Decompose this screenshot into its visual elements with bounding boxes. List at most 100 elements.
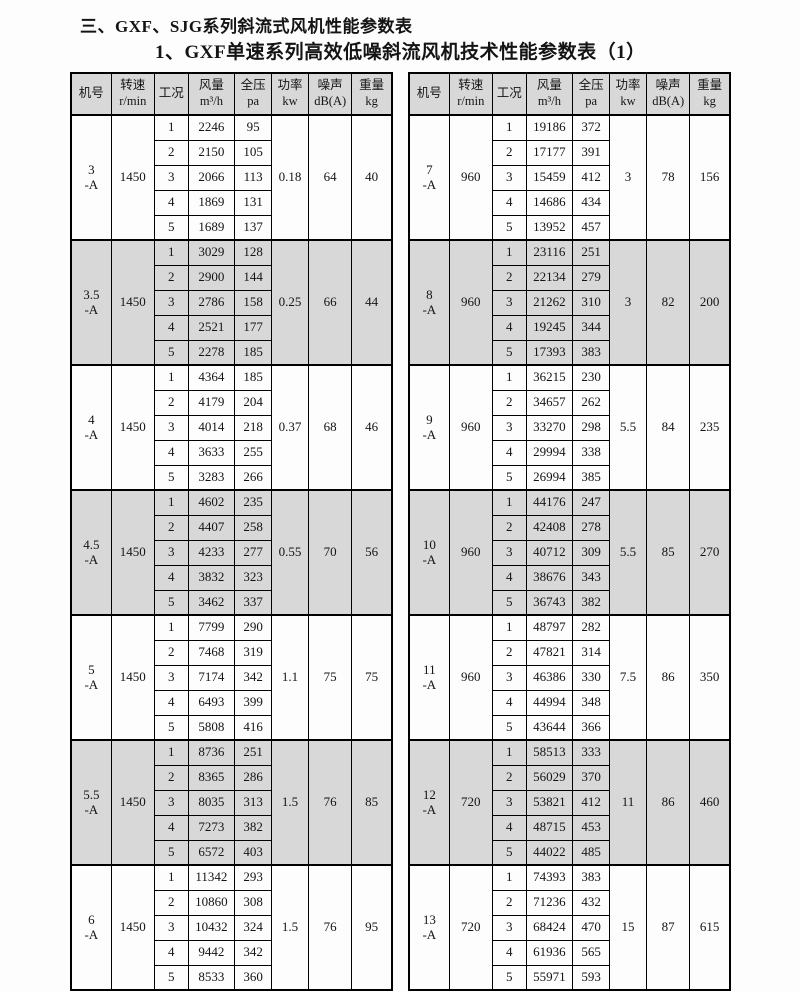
pressure-cell: 324 [234,914,273,941]
table-row: 5 1689 137 [71,214,392,241]
airflow-cell: 48797 [525,614,574,641]
airflow-cell: 47821 [525,639,574,666]
power-cell: 0.37 [271,364,309,491]
airflow-cell: 58513 [525,739,574,766]
pressure-cell: 279 [572,264,611,291]
machine-number-cell: 7 -A [408,114,450,241]
airflow-cell: 4364 [187,364,236,391]
airflow-cell: 3029 [187,239,236,266]
table-row: 4 19245 344 [409,314,730,341]
noise-cell: 84 [645,364,691,491]
machine-number-cell: 3.5 -A [70,239,112,366]
weight-cell: 200 [689,239,731,366]
speed-cell: 960 [448,614,493,741]
noise-cell: 85 [645,489,691,616]
pressure-cell: 113 [234,164,273,191]
pressure-cell: 385 [572,464,611,491]
airflow-cell: 6572 [187,839,236,866]
airflow-cell: 71236 [525,889,574,916]
table-row: 4 3832 323 [71,564,392,591]
airflow-cell: 2521 [187,314,236,341]
pressure-cell: 372 [572,114,611,141]
condition-cell: 5 [153,214,189,241]
machine-number-cell: 9 -A [408,364,450,491]
condition-cell: 1 [153,114,189,141]
condition-cell: 1 [491,614,527,641]
noise-cell: 66 [307,239,353,366]
pressure-cell: 262 [572,389,611,416]
pressure-cell: 235 [234,489,273,516]
pressure-cell: 255 [234,439,273,466]
table-row: 2 7468 319 [71,639,392,666]
table-row: 3 4233 277 [71,539,392,566]
table-row: 3.5 -A 1450 1 3029 128 0.25 66 44 [70,239,393,366]
weight-cell: 95 [351,864,393,991]
condition-cell: 4 [491,814,527,841]
weight-cell: 46 [351,364,393,491]
pressure-cell: 247 [572,489,611,516]
condition-cell: 5 [491,839,527,866]
airflow-cell: 36215 [525,364,574,391]
condition-cell: 3 [153,164,189,191]
pressure-cell: 105 [234,139,273,166]
pressure-cell: 286 [234,764,273,791]
machine-number-cell: 4.5 -A [70,489,112,616]
pressure-cell: 251 [234,739,273,766]
speed-cell: 720 [448,864,493,991]
airflow-cell: 23116 [525,239,574,266]
airflow-cell: 2150 [187,139,236,166]
speed-cell: 960 [448,239,493,366]
table-row: 5 -A 1450 1 7799 290 1.1 75 75 [70,614,393,741]
airflow-cell: 74393 [525,864,574,891]
pressure-cell: 330 [572,664,611,691]
table-row: 11 -A 960 1 48797 282 7.5 86 350 [408,614,731,741]
table-header: 机号 转速 r/min 工况 风量 m³/h 全压 pa 功率 kw 噪声 dB(A) 重量 … [70,72,393,116]
table-header: 机号 转速 r/min 工况 风量 m³/h 全压 pa 功率 kw 噪声 dB(A) 重量 … [408,72,731,116]
noise-cell: 86 [645,614,691,741]
airflow-cell: 33270 [525,414,574,441]
column-header: 工况 [153,72,189,116]
weight-cell: 460 [689,739,731,866]
table-row: 5 13952 457 [409,214,730,241]
pressure-cell: 310 [572,289,611,316]
pressure-cell: 204 [234,389,273,416]
condition-cell: 2 [491,764,527,791]
weight-cell: 156 [689,114,731,241]
table-row: 4 29994 338 [409,439,730,466]
condition-cell: 5 [153,339,189,366]
pressure-cell: 391 [572,139,611,166]
pressure-cell: 344 [572,314,611,341]
table-row: 2 71236 432 [409,889,730,916]
table-row: 10 -A 960 1 44176 247 5.5 85 270 [408,489,731,616]
power-cell: 3 [609,114,647,241]
pressure-cell: 453 [572,814,611,841]
airflow-cell: 46386 [525,664,574,691]
condition-cell: 5 [153,839,189,866]
table-row: 4 48715 453 [409,814,730,841]
airflow-cell: 8533 [187,964,236,991]
pressure-cell: 298 [572,414,611,441]
pressure-cell: 593 [572,964,611,991]
pressure-cell: 266 [234,464,273,491]
fan-performance-table-left: 机号 转速 r/min 工况 风量 m³/h 全压 pa 功率 kw 噪声 dB(A) 重量 … [70,72,393,991]
noise-cell: 78 [645,114,691,241]
table-row: 4 3633 255 [71,439,392,466]
pressure-cell: 95 [234,114,273,141]
machine-number-cell: 12 -A [408,739,450,866]
condition-cell: 4 [153,939,189,966]
condition-cell: 1 [491,114,527,141]
machine-number-cell: 10 -A [408,489,450,616]
airflow-cell: 42408 [525,514,574,541]
pressure-cell: 416 [234,714,273,741]
pressure-cell: 277 [234,539,273,566]
column-header: 转速 r/min [110,72,155,116]
condition-cell: 1 [491,239,527,266]
machine-number-cell: 6 -A [70,864,112,991]
airflow-cell: 68424 [525,914,574,941]
pressure-cell: 382 [572,589,611,616]
table-row: 4 2521 177 [71,314,392,341]
condition-cell: 4 [491,439,527,466]
condition-cell: 2 [491,139,527,166]
airflow-cell: 8365 [187,764,236,791]
airflow-cell: 43644 [525,714,574,741]
